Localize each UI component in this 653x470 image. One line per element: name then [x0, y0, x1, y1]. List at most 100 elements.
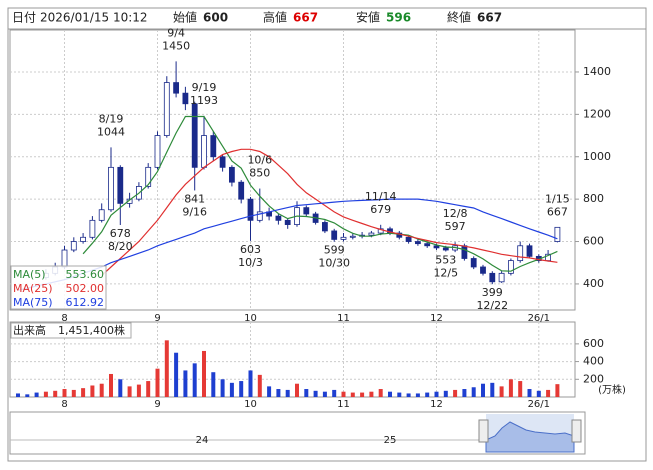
candle-body: [70, 241, 77, 251]
open-label: 始値: [173, 10, 197, 25]
volume-bar: [322, 391, 327, 397]
candle-body: [470, 258, 477, 268]
volume-bar: [109, 373, 113, 397]
y-tick-label: 800: [583, 192, 604, 205]
volume-legend-box: [10, 322, 132, 339]
y-tick-label: 600: [583, 235, 604, 248]
ma-line: [101, 148, 558, 276]
volume-bar: [257, 374, 262, 397]
volume-bar: [499, 386, 504, 397]
x-tick-label: 11: [337, 313, 350, 324]
candle-body: [98, 209, 105, 221]
volume-bar: [369, 391, 374, 397]
candle-body: [201, 135, 207, 168]
volume-bar: [183, 370, 188, 397]
x-tick-label: 8: [61, 399, 67, 410]
navigator-label: 24: [196, 435, 209, 446]
candle-body: [480, 266, 486, 274]
candle-body: [163, 82, 170, 136]
volume-bar: [490, 382, 495, 397]
legend-name: MA(5): [13, 268, 46, 281]
volume-bar: [453, 389, 458, 397]
candle-body: [108, 166, 114, 211]
x-tick-label: 10: [244, 313, 257, 324]
candle-body: [61, 249, 68, 268]
volume-bar: [34, 392, 39, 397]
navigator-handle-left[interactable]: [478, 419, 489, 443]
candle-body: [247, 198, 254, 221]
volume-bar: [518, 381, 523, 397]
annotation-date: 10/3: [238, 256, 263, 269]
annotation-price: 399: [482, 286, 503, 299]
high-label: 高値: [263, 10, 287, 25]
volume-bar: [388, 391, 392, 397]
volume-bar: [53, 390, 58, 397]
annotation-price: 841: [184, 192, 205, 205]
y-tick-label: 400: [583, 277, 604, 290]
x-tick-label: 10: [244, 399, 257, 410]
x-tick-label: 11: [337, 399, 350, 410]
legend-value: 553.60: [66, 268, 105, 281]
volume-total: 1,451,400株: [58, 323, 125, 337]
candle-body: [368, 232, 375, 236]
annotation-date: 11/14: [365, 190, 397, 203]
volume-bar: [155, 368, 160, 397]
legend-value: 612.92: [66, 296, 105, 309]
candle-body: [126, 198, 133, 204]
y-tick-label: 1000: [583, 150, 611, 163]
open-value: 600: [203, 11, 228, 25]
datetime: 2026/01/15 10:12: [40, 11, 148, 25]
volume-bar: [192, 363, 197, 397]
x-tick-label: 8: [61, 313, 67, 324]
legend-name: MA(75): [13, 296, 53, 309]
annotation-price: 1450: [162, 39, 190, 52]
volume-bar: [239, 381, 244, 397]
candle-body: [210, 135, 217, 158]
navigator-area: [485, 421, 575, 453]
annotation-price: 1193: [190, 94, 218, 107]
annotation-price: 597: [445, 220, 466, 233]
volume-bar: [43, 391, 48, 397]
volume-bar: [360, 392, 365, 397]
candle-body: [80, 236, 86, 242]
y-tick-label: 200: [583, 372, 604, 385]
volume-bar: [220, 379, 225, 397]
legend-value: 502.00: [66, 282, 105, 295]
annotation-price: 667: [547, 205, 568, 218]
volume-bar: [90, 385, 95, 397]
y-tick-label: 1400: [583, 65, 611, 78]
candle-body: [191, 103, 198, 168]
candle-body: [238, 181, 245, 200]
volume-bar: [267, 386, 272, 397]
volume-bar: [229, 382, 234, 397]
candle-body: [321, 222, 328, 232]
volume-bar: [378, 389, 383, 397]
annotation-date: 12/8: [443, 207, 468, 220]
candle-body: [117, 166, 124, 204]
volume-bar: [127, 386, 132, 397]
volume-bar: [304, 389, 309, 397]
close-value: 667: [477, 11, 502, 25]
candle-body: [145, 166, 152, 187]
volume-bar: [136, 384, 141, 397]
navigator-handle-right[interactable]: [571, 419, 582, 443]
volume-label: 出来高: [13, 323, 46, 337]
annotation-price: 603: [240, 243, 261, 256]
volume-bar: [425, 392, 430, 397]
x-tick-label: 9: [154, 399, 160, 410]
candle-body: [219, 156, 226, 168]
x-tick-label: 26/1: [528, 313, 550, 324]
annotation-date: 12/5: [433, 266, 458, 279]
volume-bar: [248, 370, 253, 397]
annotation-price: 1044: [97, 125, 125, 138]
candle-body: [349, 235, 356, 238]
volume-bar: [285, 389, 290, 397]
close-label: 終値: [447, 10, 471, 25]
volume-bar: [508, 379, 513, 397]
volume-bar: [462, 389, 467, 397]
volume-bar: [481, 383, 485, 397]
volume-bar: [350, 392, 355, 397]
volume-bar: [16, 393, 20, 397]
legend-name: MA(25): [13, 282, 53, 295]
